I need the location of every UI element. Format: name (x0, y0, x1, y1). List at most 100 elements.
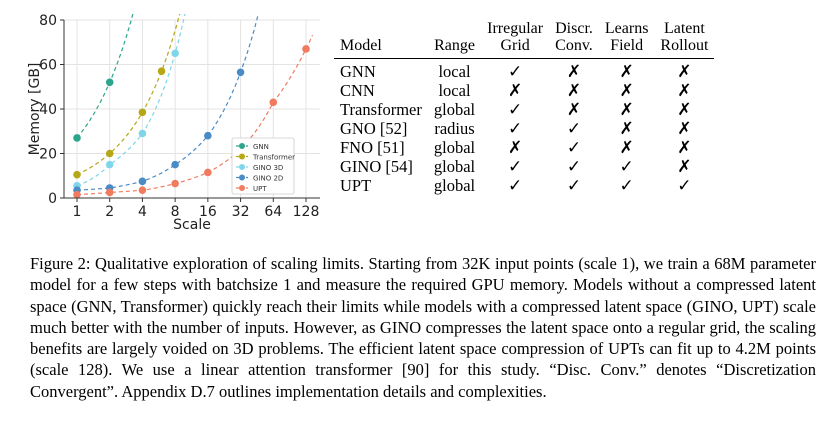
model-name-cell: FNO [51] (340, 138, 405, 157)
property-mark-cell: ✓ (508, 100, 523, 119)
legend-label: GINO 2D (253, 175, 283, 183)
table-header-cell: Learns Field (599, 18, 655, 59)
x-tick-label: 16 (199, 204, 217, 220)
property-mark-cell: ✓ (508, 157, 523, 176)
property-mark-cell: ✗ (566, 100, 582, 119)
data-point (269, 98, 278, 107)
x-tick-label: 32 (232, 204, 250, 220)
table-header-row: Model Range Irregular Grid Discr. Conv. Learns… (334, 18, 715, 59)
table-header-cell: Latent Rollout (654, 18, 714, 59)
data-point (171, 179, 179, 188)
table-row: GNO [52] radius ✓ ✓ ✗ ✗ (334, 119, 714, 138)
property-mark-cell: ✗ (677, 81, 692, 100)
x-tick-label: 1 (73, 204, 82, 220)
data-point (171, 49, 179, 58)
range-cell: global (433, 157, 476, 176)
table-row: UPT global ✓ ✓ ✓ ✓ (334, 176, 714, 195)
property-mark-cell: ✓ (566, 157, 582, 176)
chart-legend: GNN Transformer GINO 3D GINO 2D UPT (231, 137, 295, 195)
x-axis-label: Scale (173, 217, 211, 233)
property-mark-cell: ✓ (508, 176, 523, 195)
x-tick-label: 64 (264, 204, 282, 220)
series-line-gino-3d (76, 14, 186, 187)
data-point (157, 67, 166, 75)
series-line-gino-2d (76, 14, 259, 191)
property-mark-cell: ✗ (677, 100, 692, 119)
model-comparison-table: Model Range Irregular Grid Discr. Conv. Learns… (334, 18, 715, 195)
data-point (73, 134, 81, 142)
legend-box (231, 137, 295, 195)
data-point (138, 177, 147, 186)
property-mark-cell: ✓ (619, 176, 634, 195)
header-line-2: Field (610, 37, 644, 54)
x-tick-label: 2 (105, 204, 114, 220)
data-point (73, 170, 81, 179)
data-point (105, 160, 114, 169)
header-line-1: Latent (663, 20, 705, 37)
model-name-cell: GNN (340, 62, 376, 81)
header-line-1: Discr. (555, 20, 593, 37)
data-point (204, 131, 212, 140)
chart-points (73, 45, 310, 199)
legend-swatch-marker (239, 164, 245, 170)
property-mark-cell: ✗ (677, 62, 692, 81)
legend-swatch-marker (239, 174, 245, 181)
model-name-cell: GNO [52] (340, 119, 408, 138)
table-row: CNN local ✗ ✗ ✗ ✗ (334, 81, 714, 100)
data-point (138, 129, 147, 138)
property-mark-cell: ✗ (619, 62, 634, 81)
y-tick-label: 40 (39, 102, 57, 118)
model-name-cell: UPT (340, 176, 372, 195)
legend-swatch-marker (239, 143, 245, 149)
property-mark-cell: ✓ (566, 119, 582, 138)
table-header-cell: Discr. Conv. (549, 18, 599, 59)
property-mark-cell: ✗ (508, 81, 523, 100)
y-tick-label: 60 (39, 58, 57, 74)
data-point (105, 149, 114, 158)
header-line-1: Irregular (487, 20, 544, 37)
legend-label: Transformer (252, 154, 295, 162)
range-cell: global (433, 100, 476, 119)
property-mark-cell: ✗ (619, 138, 634, 157)
property-mark-cell: ✓ (677, 176, 692, 195)
property-mark-cell: ✓ (619, 157, 634, 176)
range-cell: local (438, 81, 471, 100)
property-mark-cell: ✓ (508, 119, 523, 138)
header-line-2: Grid (500, 37, 530, 54)
range-cell: local (438, 62, 471, 81)
table-header-cell: Model (334, 18, 428, 59)
series-line-gnn (76, 14, 134, 139)
table-body: GNN local ✓ ✗ ✗ ✗ CNN local ✗ ✗ ✗ ✗ Transformer globa… (334, 59, 714, 195)
header-line-1: Model (340, 37, 382, 54)
property-mark-cell: ✗ (677, 119, 692, 138)
header-line-1: Learns (604, 20, 649, 37)
property-mark-cell: ✗ (619, 119, 634, 138)
table-row: GINO [54] global ✓ ✓ ✓ ✗ (334, 157, 714, 176)
property-mark-cell: ✓ (508, 62, 523, 81)
header-line-2: Conv. (555, 37, 593, 54)
range-cell: global (433, 138, 476, 157)
data-point (236, 68, 245, 77)
data-point (105, 188, 114, 197)
figure-caption: Figure 2: Qualitative exploration of sca… (30, 254, 816, 401)
table-header-cell: Irregular Grid (481, 18, 549, 59)
chart-ticks: 1 2 4 8 16 32 64 128 0 20 40 60 80 (39, 13, 319, 220)
model-name-cell: CNN (340, 81, 375, 100)
data-point (105, 78, 114, 87)
property-mark-cell: ✓ (566, 138, 582, 157)
property-mark-cell: ✗ (566, 81, 582, 100)
legend-label: UPT (253, 185, 267, 193)
model-name-cell: GINO [54] (340, 157, 413, 176)
property-mark-cell: ✗ (566, 62, 582, 81)
table-row: Transformer global ✓ ✗ ✗ ✗ (334, 100, 714, 119)
header-line-1: Range (434, 37, 475, 54)
x-tick-label: 4 (138, 204, 147, 220)
x-tick-label: 128 (293, 204, 320, 220)
legend-swatch-marker (239, 153, 245, 160)
property-mark-cell: ✓ (566, 176, 582, 195)
property-mark-cell: ✗ (619, 100, 634, 119)
data-point (171, 160, 179, 169)
data-point (204, 168, 212, 177)
legend-label: GNN (253, 143, 269, 151)
range-cell: global (433, 176, 476, 195)
